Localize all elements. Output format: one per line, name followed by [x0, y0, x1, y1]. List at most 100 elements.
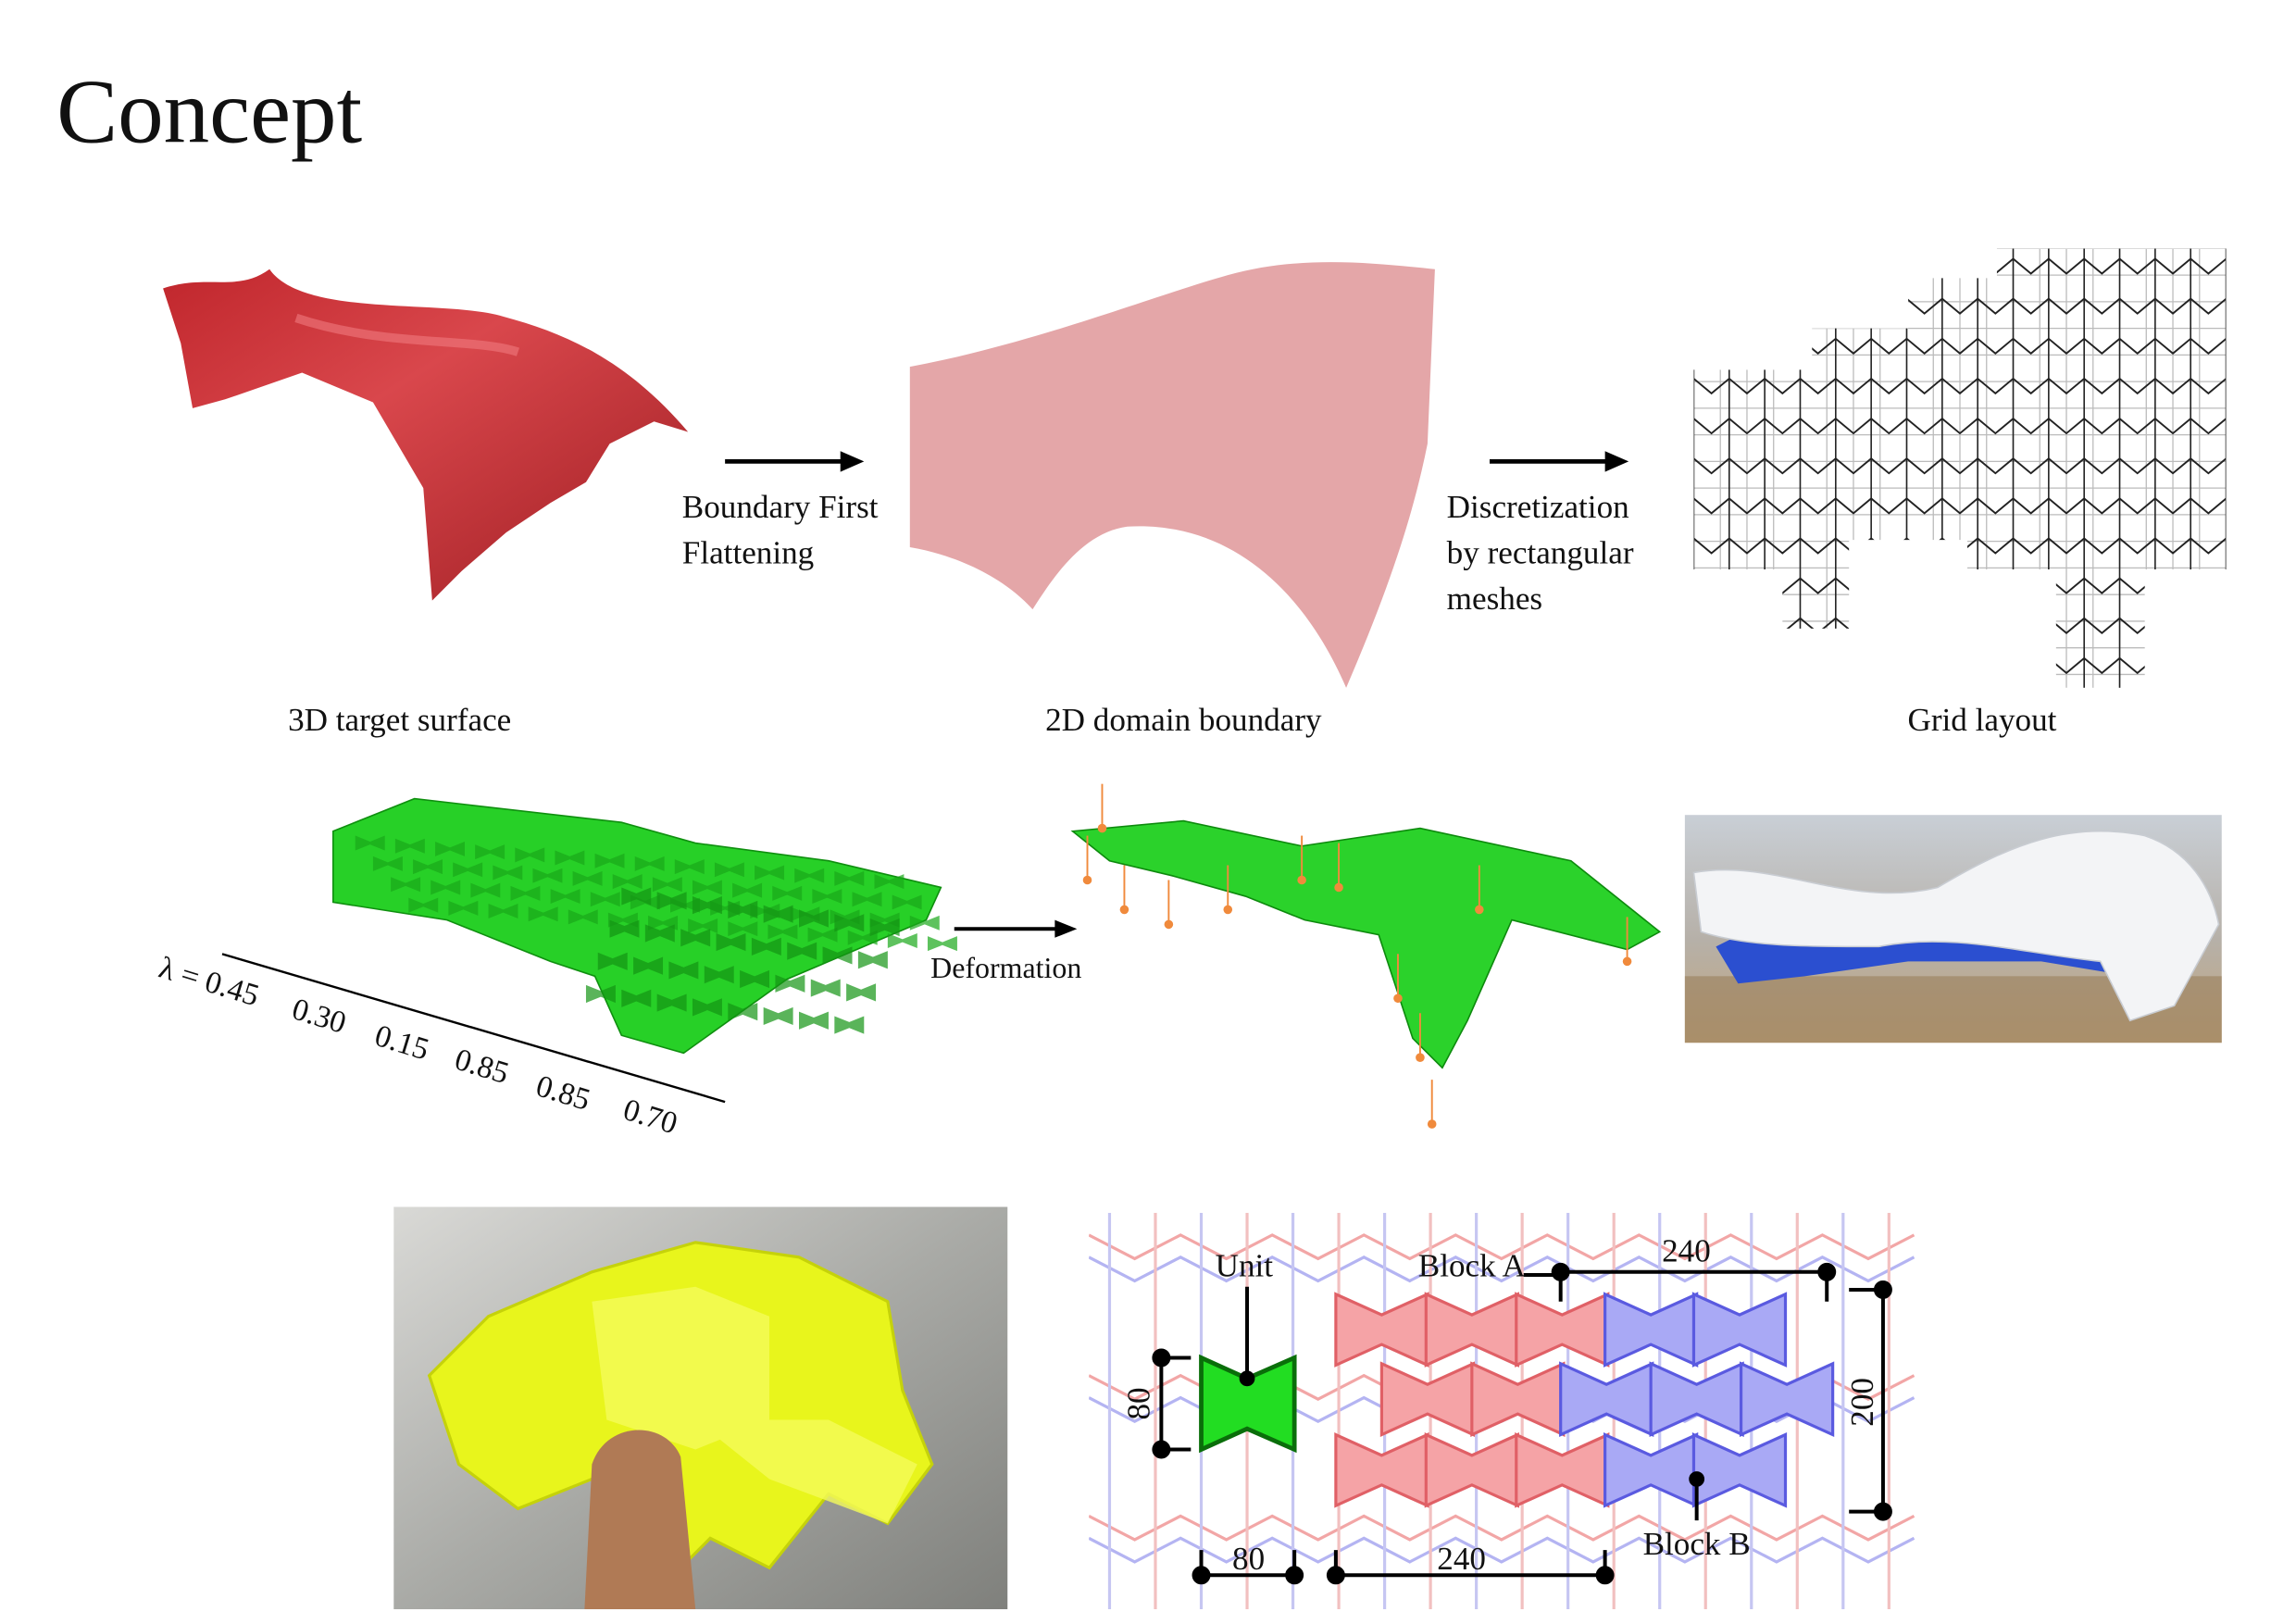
lambda-axis [221, 953, 726, 1104]
step-caption: Grid layout [1907, 702, 2056, 738]
mesh-cell [372, 856, 403, 871]
mesh-cell [909, 915, 940, 931]
block-cell [1515, 1292, 1610, 1368]
arrow-label: Discretization [1447, 489, 1629, 525]
mesh-cell [714, 862, 744, 878]
mesh-cell [590, 892, 620, 907]
mesh-cell [810, 979, 841, 997]
block-cell [1603, 1432, 1699, 1508]
force-marker [1622, 956, 1632, 967]
mesh-cell [532, 868, 563, 883]
force-marker [1416, 1053, 1425, 1062]
photo-base [1716, 902, 2130, 984]
mesh-cell [510, 885, 541, 901]
arrow-head [1054, 919, 1078, 938]
mesh-cell [857, 951, 888, 969]
pattern-zigzag [1089, 1536, 1915, 1564]
block-cell [1424, 1432, 1519, 1508]
arrow-label: meshes [1447, 581, 1542, 617]
mesh-cell [656, 892, 687, 910]
lambda-label: λ = 0.45 [155, 951, 263, 1014]
force-marker [1164, 919, 1174, 930]
pattern-zigzag [1089, 1514, 1915, 1542]
mesh-cell [394, 838, 425, 854]
mesh-cell [887, 932, 917, 948]
mesh-cell [732, 882, 763, 898]
mesh-cell [634, 856, 665, 871]
photo-shell [1692, 830, 2220, 1022]
mesh-cell [892, 894, 922, 910]
mesh-cell [772, 885, 803, 901]
mesh-cell [448, 900, 479, 916]
mesh-cell [740, 969, 770, 989]
arrow-head [1604, 451, 1629, 472]
block-cell [1334, 1432, 1429, 1508]
block-cell [1424, 1292, 1519, 1368]
target-surface [163, 269, 689, 601]
pattern-zigzag [1089, 1255, 1915, 1283]
mesh-cell [594, 853, 625, 868]
mesh-cell [927, 936, 957, 952]
force-marker [1119, 905, 1129, 915]
lambda-label: 0.85 [451, 1043, 513, 1092]
lambda-label: 0.15 [371, 1018, 433, 1068]
dimension-label: 200 [1844, 1378, 1880, 1427]
force-marker [1393, 993, 1403, 1004]
lambda-label: 0.30 [288, 992, 350, 1041]
mesh-cell [728, 921, 758, 937]
mesh-cell [716, 932, 746, 952]
mesh-cell [812, 889, 842, 905]
block-cell [1515, 1432, 1610, 1508]
dimension-label: 240 [1437, 1541, 1486, 1577]
mesh-cell [633, 956, 664, 975]
dimension-lines [1152, 1262, 1892, 1585]
dimension-label: 80 [1121, 1387, 1157, 1419]
mesh-cell [852, 892, 882, 907]
arrow-label: Deformation [930, 952, 1081, 984]
mesh-cell [767, 924, 798, 940]
mesh-cell [475, 844, 505, 860]
mesh-cell [874, 874, 905, 890]
block-cell [1470, 1361, 1566, 1438]
grid-cell-line [1693, 456, 2227, 475]
mesh-cell [652, 877, 682, 893]
block-cell [1691, 1292, 1788, 1368]
mesh-cell [572, 870, 603, 886]
mesh-cell [763, 1006, 793, 1026]
mesh-cell [807, 927, 838, 943]
mesh-cell [550, 889, 580, 905]
mesh-cell [644, 924, 675, 943]
mesh-cell [728, 1003, 758, 1021]
mesh-cell [391, 877, 421, 893]
mesh-cell [704, 966, 734, 984]
mesh-cell [355, 835, 385, 851]
force-markers [1082, 783, 1632, 1129]
mesh-cell [656, 993, 687, 1012]
mesh-cell [408, 897, 439, 913]
mesh-cell [612, 874, 643, 890]
mesh-cell [846, 983, 877, 1002]
mesh-cell [763, 905, 793, 923]
mesh-cell [692, 896, 722, 915]
force-marker [1097, 823, 1107, 833]
arrow-label: by rectangular [1447, 535, 1634, 571]
mesh-cell [555, 850, 585, 866]
mesh-cell [728, 900, 758, 919]
pattern-zigzag [1089, 1233, 1915, 1261]
mesh-cell [787, 942, 817, 960]
domain-boundary [909, 262, 1435, 688]
block-cell [1649, 1361, 1744, 1438]
mesh-cell [585, 984, 616, 1004]
mesh-cell [528, 906, 558, 922]
surface-highlight [294, 313, 519, 356]
force-marker [1334, 882, 1343, 893]
mesh-cell [822, 946, 853, 965]
prototype-highlight [592, 1286, 917, 1524]
mesh-pattern [355, 835, 957, 1034]
mesh-cell [755, 865, 785, 881]
mesh-cell [799, 1011, 829, 1030]
block-cell [1559, 1361, 1654, 1438]
mesh-cell [435, 841, 465, 856]
